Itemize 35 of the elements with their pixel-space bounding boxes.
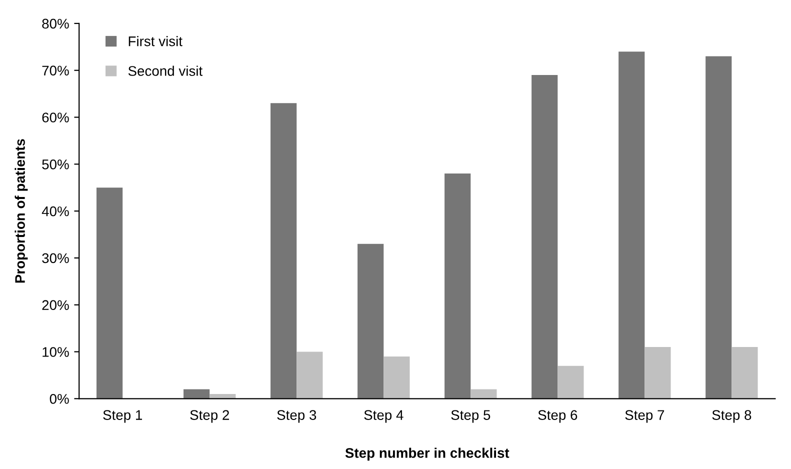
bar [644, 347, 671, 399]
bar [532, 75, 558, 399]
x-tick-label: Step 4 [364, 410, 404, 423]
y-tick-label: 0% [50, 394, 69, 404]
y-axis-title: Proportion of patients [14, 139, 28, 283]
bar [296, 352, 323, 399]
x-tick-label: Step 1 [103, 410, 142, 423]
x-tick-label: Step 2 [190, 410, 229, 423]
bar [384, 356, 410, 399]
bar [732, 347, 758, 399]
bar [358, 244, 384, 399]
y-tick-label: 60% [42, 112, 69, 122]
bar [470, 389, 497, 399]
bar [96, 188, 123, 399]
x-tick-label: Step 8 [712, 410, 752, 423]
x-tick-label: Step 3 [277, 410, 316, 423]
bar [558, 366, 584, 399]
y-tick-label: 80% [42, 18, 69, 29]
y-tick-label: 10% [42, 347, 69, 357]
legend-label: First visit [128, 36, 182, 46]
bar [706, 56, 732, 399]
bar [270, 103, 297, 399]
x-tick-label: Step 6 [538, 410, 578, 423]
legend-label: Second visit [128, 66, 203, 76]
bar [618, 52, 645, 399]
y-tick-label: 20% [42, 300, 69, 310]
y-tick-label: 40% [42, 206, 69, 216]
y-tick-label: 50% [42, 159, 69, 170]
y-tick-label: 70% [42, 66, 69, 76]
x-tick-label: Step 7 [625, 410, 664, 423]
bar [184, 389, 210, 399]
x-tick-label: Step 5 [451, 410, 490, 423]
x-axis-title: Step number in checklist [345, 448, 510, 461]
bar [444, 174, 471, 399]
y-tick-label: 30% [42, 253, 69, 264]
